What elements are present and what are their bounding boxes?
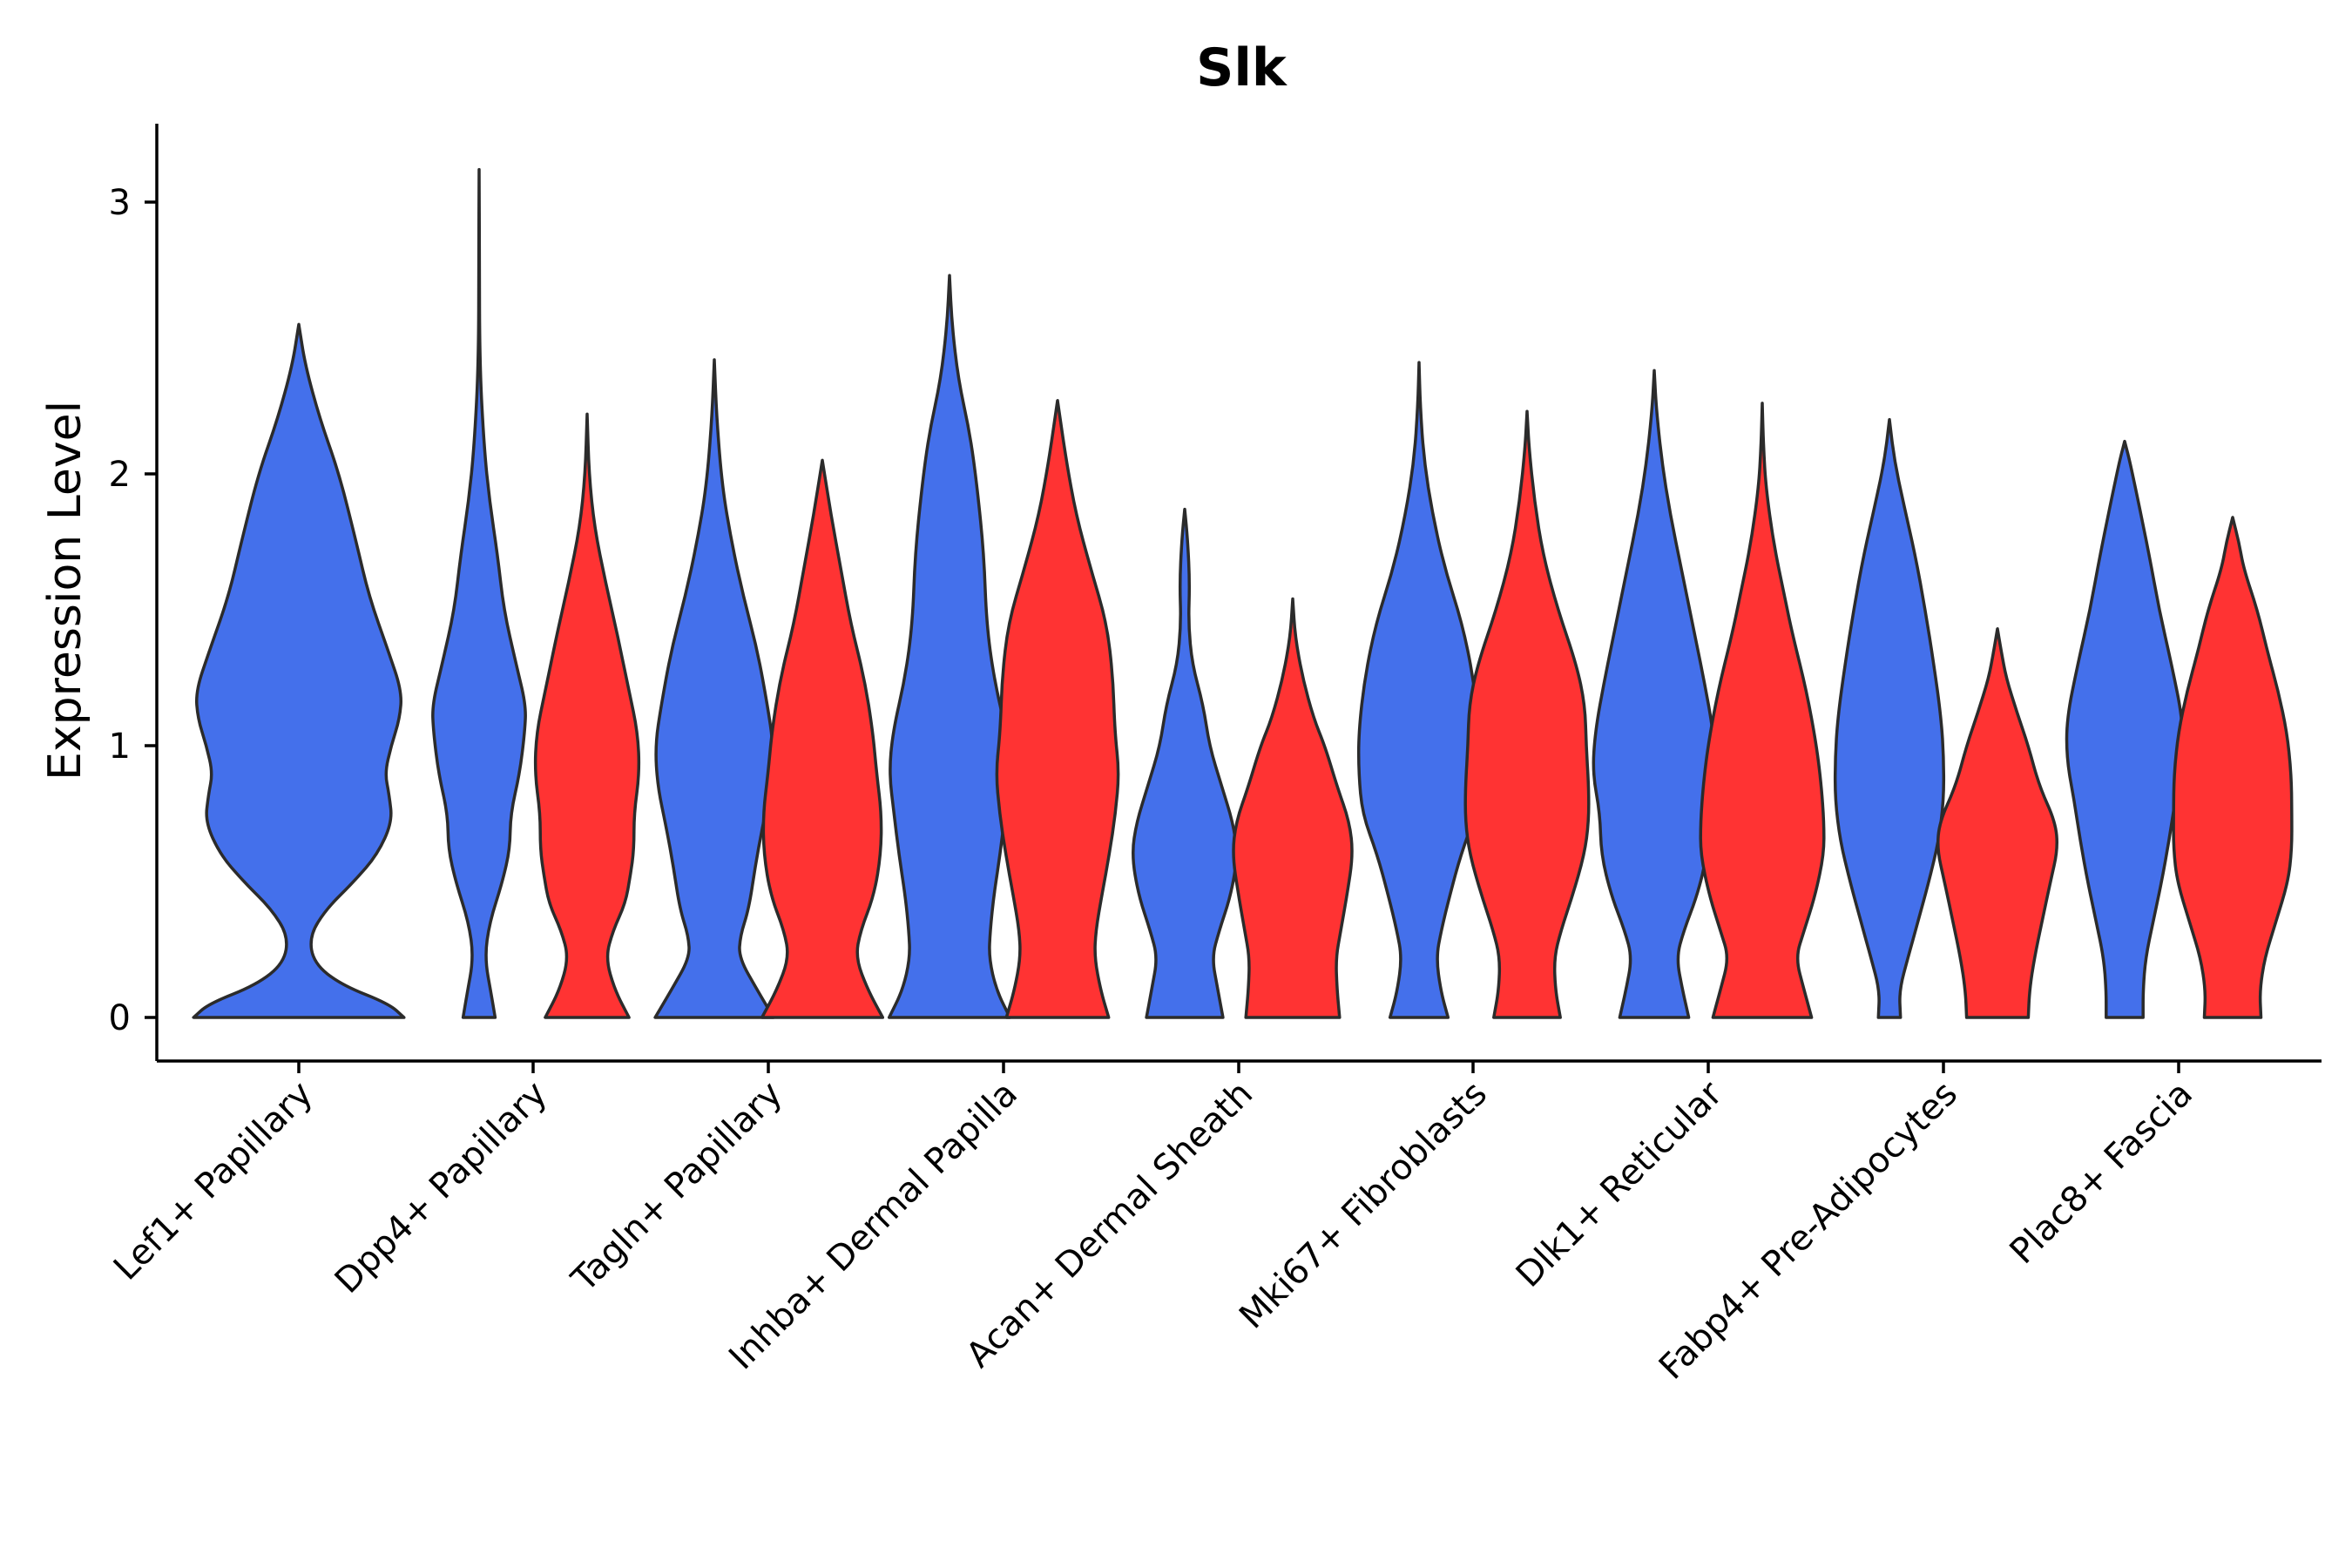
violin-group-b-4 bbox=[1232, 597, 1354, 1019]
x-tick-label: Dpp4+ Papillary bbox=[328, 1074, 555, 1301]
y-tick-label: 1 bbox=[109, 727, 131, 767]
violin-group-a-8 bbox=[2065, 439, 2185, 1019]
x-tick-label: Dlk1+ Reticular bbox=[1509, 1073, 1731, 1295]
x-tick-label: Mki67+ Fibroblasts bbox=[1232, 1074, 1495, 1337]
y-tick-label: 3 bbox=[109, 183, 131, 223]
violin-group-b-5 bbox=[1463, 409, 1591, 1019]
x-tick-label: Lef1+ Papillary bbox=[106, 1074, 321, 1288]
violin-group-b-1 bbox=[533, 412, 641, 1019]
violin-group-b-2 bbox=[760, 458, 885, 1019]
y-ticks: 0 1 2 3 bbox=[109, 183, 157, 1038]
y-tick-label: 0 bbox=[109, 998, 131, 1038]
violin-group-a-7 bbox=[1833, 417, 1946, 1019]
violin-group-a-3 bbox=[887, 274, 1012, 1019]
violin-group-a-5 bbox=[1356, 361, 1482, 1019]
violin-group-a-2 bbox=[653, 358, 775, 1019]
violin-group-a-1 bbox=[431, 167, 527, 1019]
y-tick-label: 2 bbox=[109, 455, 131, 495]
violin-group-a-4 bbox=[1132, 507, 1238, 1019]
y-axis-title: Expression Level bbox=[39, 401, 91, 781]
violin-group-b-6 bbox=[1699, 402, 1826, 1019]
violin-group-b-3 bbox=[995, 399, 1120, 1019]
violin-group-b-8 bbox=[2172, 516, 2294, 1019]
x-ticks: Lef1+ Papillary Dpp4+ Papillary Tagln+ Pap… bbox=[106, 1061, 2200, 1388]
violin-group-b-7 bbox=[1936, 627, 2058, 1019]
x-tick-label: Plac8+ Fascia bbox=[2003, 1074, 2201, 1273]
violin-group-a-0 bbox=[192, 322, 406, 1019]
violin-group-a-6 bbox=[1592, 368, 1717, 1019]
violins-layer bbox=[192, 167, 2294, 1019]
x-tick-label: Tagln+ Papillary bbox=[564, 1074, 790, 1301]
chart-title: Slk bbox=[1196, 37, 1288, 98]
